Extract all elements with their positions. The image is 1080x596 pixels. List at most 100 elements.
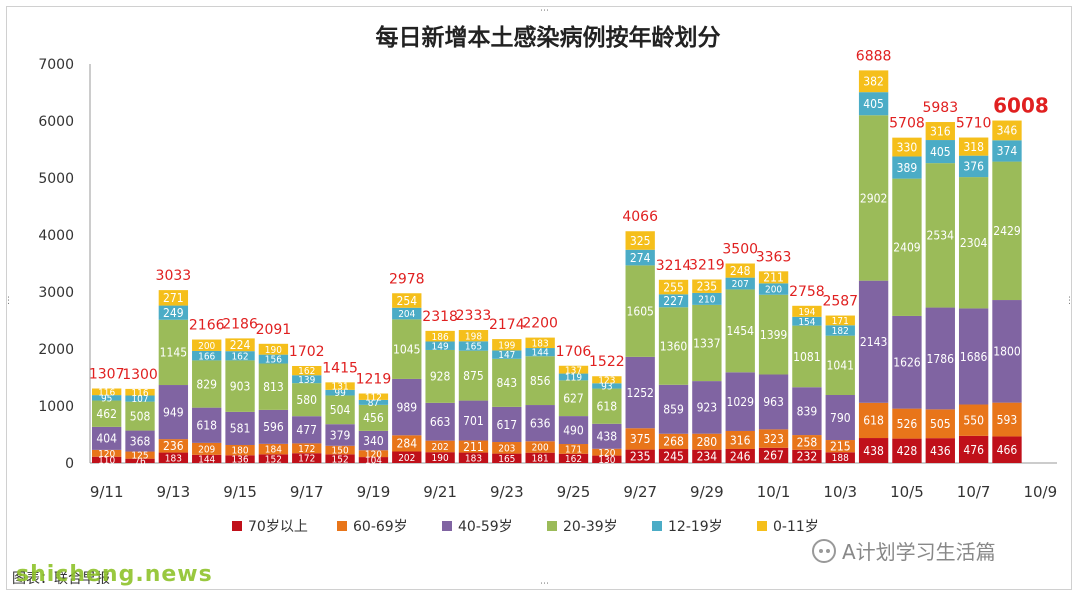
bar-segment <box>792 387 822 436</box>
bar-value-label: 188 <box>832 453 849 464</box>
y-tick-label: 6000 <box>38 114 74 130</box>
bar-segment <box>592 448 622 456</box>
bar-segment <box>125 395 155 402</box>
bar-segment <box>358 430 389 451</box>
legend-swatch <box>232 521 242 531</box>
x-tick-label: 9/13 <box>157 483 191 501</box>
resize-handle-bottom[interactable]: ⋯ <box>540 579 549 589</box>
bar-segment <box>358 450 389 458</box>
bar-value-label: 928 <box>430 370 451 384</box>
bar-segment <box>358 404 389 431</box>
resize-handle-top[interactable]: ⋯ <box>540 6 549 16</box>
bar-value-label: 172 <box>298 454 315 465</box>
legend-swatch <box>547 521 557 531</box>
bar-value-label: 663 <box>430 415 451 429</box>
bar-value-label: 271 <box>163 291 184 305</box>
bar-segment <box>325 445 355 455</box>
bar-value-label: 125 <box>131 451 148 462</box>
bar-total-label: 1219 <box>356 372 392 388</box>
bar-segment <box>92 449 122 457</box>
bar-segment <box>892 438 922 463</box>
bar-value-label: 843 <box>497 376 518 390</box>
bar-value-label: 162 <box>565 454 582 465</box>
x-tick-label: 9/17 <box>290 483 324 501</box>
y-tick-label: 4000 <box>38 228 74 244</box>
bar-segment <box>492 453 522 463</box>
bar-segment <box>158 319 189 386</box>
bar-segment <box>425 341 455 350</box>
bar-value-label: 150 <box>332 446 349 457</box>
bar-value-label: 207 <box>732 279 749 290</box>
bar-value-label: 389 <box>897 161 918 175</box>
bar-value-label: 123 <box>598 375 615 386</box>
bar-value-label: 325 <box>630 234 651 248</box>
bar-value-label: 1686 <box>960 350 988 364</box>
bar-value-label: 627 <box>563 392 584 406</box>
bar-segment <box>392 435 422 452</box>
bar-value-label: 99 <box>334 388 346 399</box>
bar-segment <box>258 409 289 444</box>
bar-value-label: 1454 <box>726 324 754 338</box>
bar-segment <box>492 350 522 359</box>
x-tick-label: 10/1 <box>757 483 791 501</box>
bar-value-label: 268 <box>663 435 684 449</box>
bar-value-label: 340 <box>363 434 384 448</box>
resize-handle-left[interactable]: ⋮ <box>4 296 13 306</box>
bar-total-label: 2758 <box>789 284 825 300</box>
bar-value-label: 204 <box>398 309 415 320</box>
bar-value-label: 1605 <box>626 304 653 318</box>
bar-segment <box>592 455 622 463</box>
bar-segment <box>692 381 722 434</box>
bar-value-label: 368 <box>130 434 151 448</box>
bar-value-label: 508 <box>130 409 151 423</box>
bar-segment <box>892 137 922 157</box>
bar-value-label: 120 <box>365 449 382 460</box>
bar-value-label: 267 <box>763 449 784 463</box>
bar-value-label: 199 <box>498 340 515 351</box>
bar-value-label: 438 <box>863 444 884 458</box>
bar-segment <box>158 290 189 306</box>
bar-value-label: 280 <box>697 435 718 449</box>
bar-segment <box>858 70 889 93</box>
bar-segment <box>192 454 222 463</box>
bar-value-label: 2902 <box>860 191 887 205</box>
bar-value-label: 112 <box>365 392 382 403</box>
bar-value-label: 1252 <box>626 386 653 400</box>
x-tick-label: 10/3 <box>823 483 857 501</box>
legend-swatch <box>442 521 452 531</box>
bar-total-label: 2186 <box>222 316 258 332</box>
bar-value-label: 147 <box>498 350 515 361</box>
bar-value-label: 186 <box>432 332 449 343</box>
legend-swatch <box>337 521 347 531</box>
bar-segment <box>92 426 122 450</box>
bar-segment <box>458 350 489 401</box>
bar-segment <box>92 456 122 463</box>
bar-segment <box>992 436 1022 463</box>
bar-segment <box>725 372 755 431</box>
bar-segment <box>92 395 122 401</box>
bar-segment <box>858 438 889 463</box>
bar-value-label: 462 <box>96 407 117 421</box>
bar-value-label: 215 <box>830 439 851 453</box>
bar-segment <box>692 449 722 463</box>
bar-value-label: 2304 <box>960 236 988 250</box>
bar-value-label: 490 <box>563 423 584 437</box>
bar-value-label: 618 <box>863 414 884 428</box>
bar-value-label: 1360 <box>660 339 688 353</box>
bar-segment <box>358 393 389 400</box>
bar-value-label: 379 <box>330 428 351 442</box>
bar-segment <box>692 279 722 293</box>
bar-value-label: 580 <box>296 393 317 407</box>
y-tick-label: 1000 <box>38 399 74 415</box>
resize-handle-right[interactable]: ⋮ <box>1065 296 1074 306</box>
bar-segment <box>925 122 955 141</box>
bar-value-label: 1081 <box>793 350 820 364</box>
bar-value-label: 405 <box>930 145 951 159</box>
bar-segment <box>325 382 355 390</box>
bar-segment <box>592 388 622 424</box>
bar-segment <box>658 433 689 450</box>
bar-segment <box>992 140 1022 162</box>
bar-value-label: 235 <box>630 450 651 464</box>
bar-value-label: 963 <box>763 395 784 409</box>
bar-segment <box>292 383 322 417</box>
